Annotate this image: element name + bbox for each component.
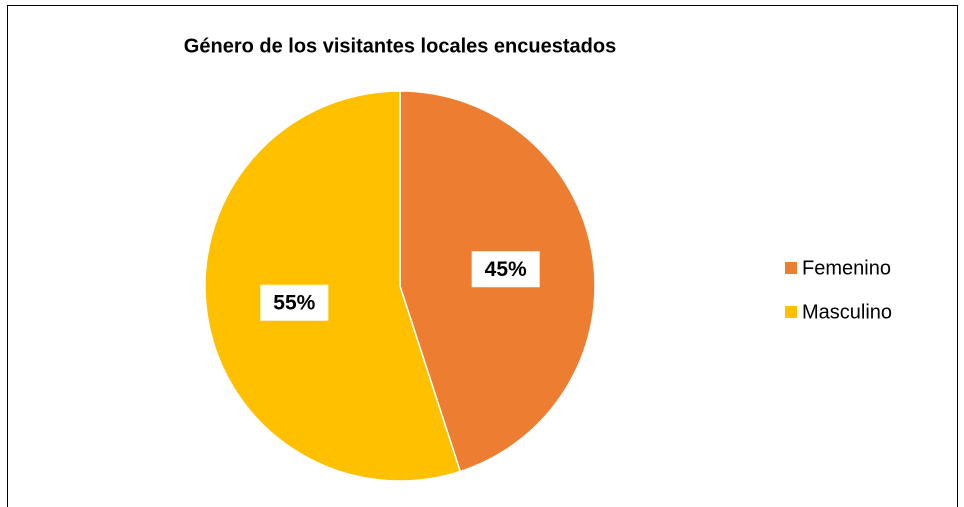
data-label: 45% [485,258,527,281]
chart-frame [7,5,958,507]
data-label-box [471,251,540,288]
legend-label: Masculino [802,301,892,323]
data-label-box [260,284,329,321]
legend-label: Femenino [802,257,891,279]
legend-swatch [785,306,797,318]
legend-swatch [785,262,797,274]
chart-title: Género de los visitantes locales encuest… [184,35,616,57]
pie-slice [204,90,462,482]
data-label: 55% [273,291,315,314]
